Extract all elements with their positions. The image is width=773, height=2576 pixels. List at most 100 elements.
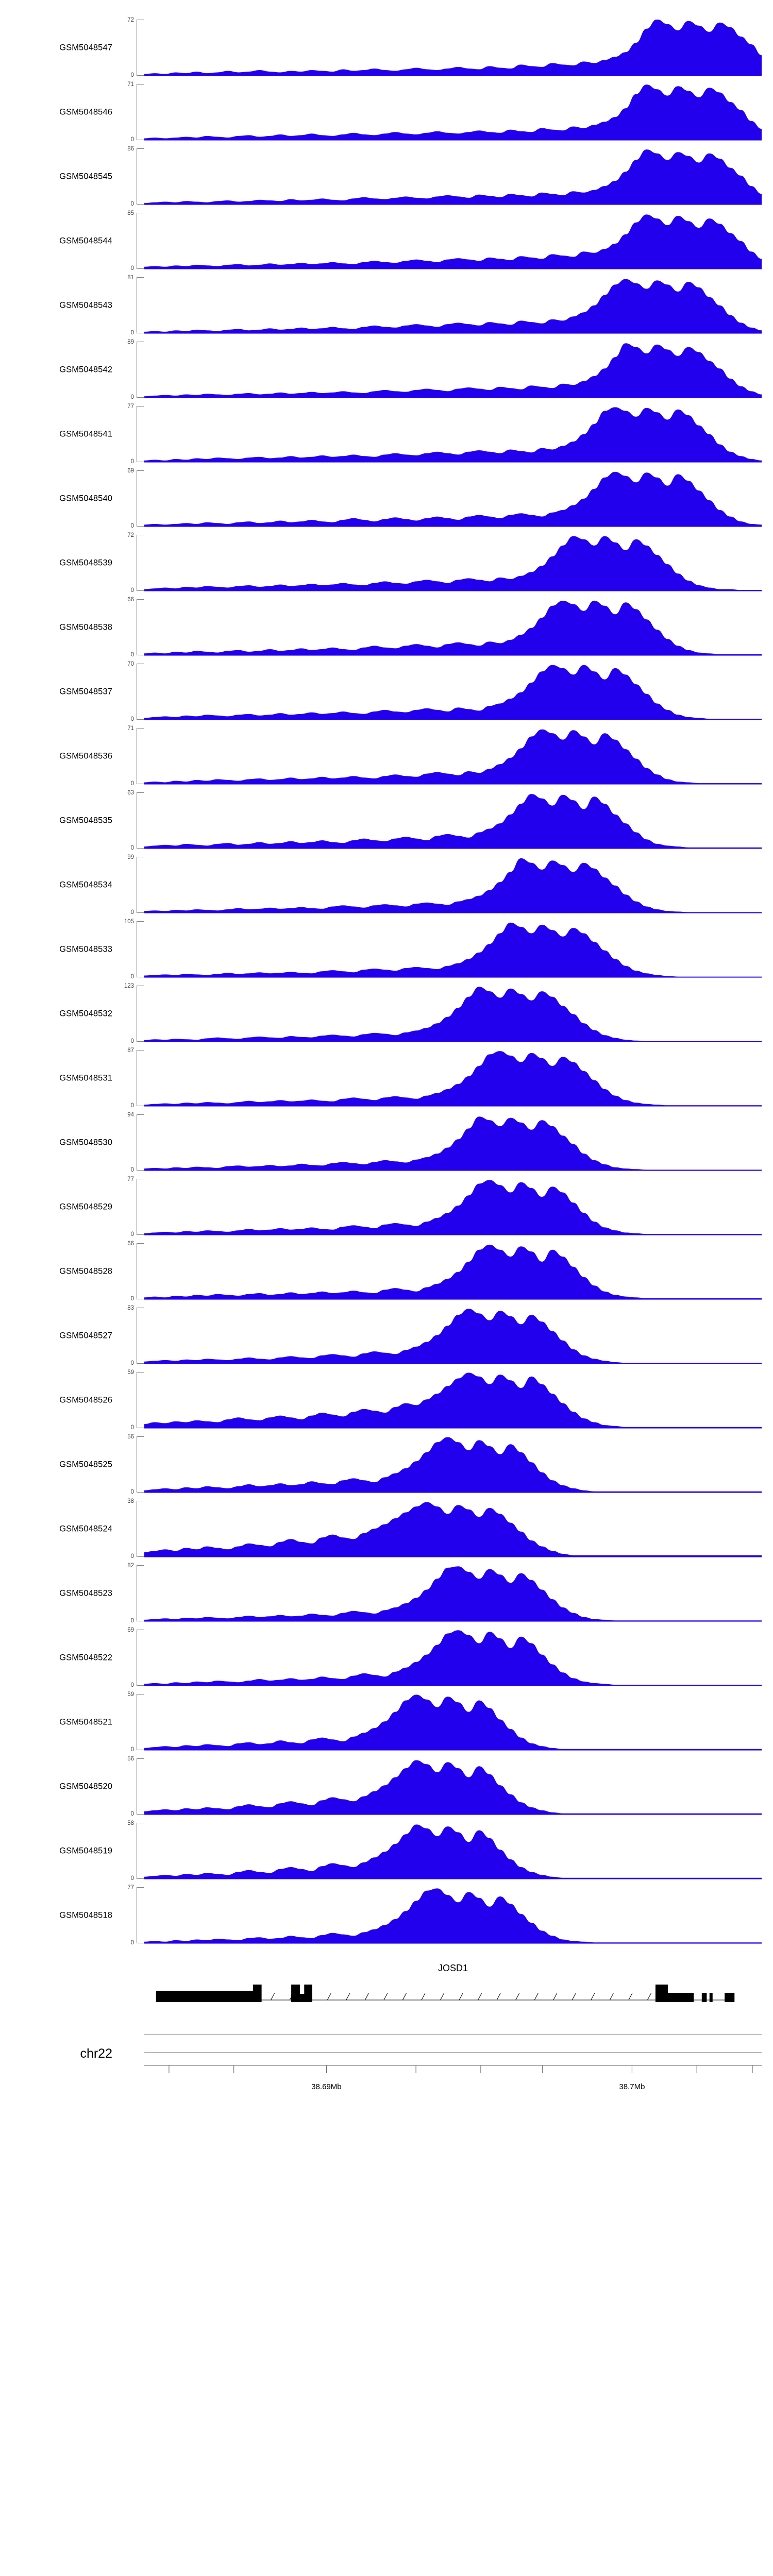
coverage-plot-area[interactable] [144, 1050, 762, 1106]
coverage-plot-area[interactable] [144, 470, 762, 527]
y-axis-bracket [137, 921, 144, 977]
y-axis-max-label: 72 [127, 17, 134, 23]
genomic-coordinate-axis[interactable]: 38.69Mb 38.7Mb [144, 2065, 762, 2106]
y-axis-max-label: 85 [127, 210, 134, 216]
coverage-plot-area[interactable] [144, 1308, 762, 1364]
coverage-track[interactable]: GSM5048546 71 0 [0, 80, 773, 144]
coverage-baseline [144, 1299, 762, 1300]
coverage-track[interactable]: GSM5048545 86 0 [0, 144, 773, 209]
y-axis-min-label: 0 [130, 780, 134, 787]
coverage-track[interactable]: GSM5048526 59 0 [0, 1368, 773, 1432]
coverage-track[interactable]: GSM5048534 99 0 [0, 853, 773, 917]
y-axis-bracket [137, 1694, 144, 1750]
coverage-plot-area[interactable] [144, 664, 762, 720]
coverage-track[interactable]: GSM5048537 70 0 [0, 659, 773, 724]
y-axis-bracket [137, 1114, 144, 1171]
y-axis-min-label: 0 [130, 1746, 134, 1753]
coverage-area [144, 1824, 762, 1879]
coverage-plot-area[interactable] [144, 1372, 762, 1428]
coverage-plot-area[interactable] [144, 1694, 762, 1750]
track-y-axis: 83 0 [120, 1305, 144, 1366]
coverage-area [144, 471, 762, 527]
coverage-track[interactable]: GSM5048519 58 0 [0, 1819, 773, 1883]
coverage-plot-area[interactable] [144, 84, 762, 140]
coverage-track[interactable]: GSM5048540 69 0 [0, 466, 773, 531]
coverage-track[interactable]: GSM5048547 72 0 [0, 15, 773, 80]
coverage-plot-area[interactable] [144, 1243, 762, 1299]
coverage-plot-area[interactable] [144, 599, 762, 655]
y-axis-max-label: 38 [127, 1498, 134, 1504]
coverage-plot-area[interactable] [144, 277, 762, 333]
coverage-track[interactable]: GSM5048539 72 0 [0, 531, 773, 595]
track-y-axis: 69 0 [120, 468, 144, 529]
y-axis-min-label: 0 [130, 1102, 134, 1109]
coverage-track[interactable]: GSM5048531 87 0 [0, 1046, 773, 1110]
coverage-plot-area[interactable] [144, 406, 762, 462]
gene-model[interactable] [144, 1979, 762, 2007]
coverage-track[interactable]: GSM5048522 69 0 [0, 1625, 773, 1690]
coverage-track[interactable]: GSM5048521 59 0 [0, 1690, 773, 1754]
track-sample-label: GSM5048523 [59, 1588, 112, 1598]
y-axis-bracket [137, 857, 144, 913]
coverage-track[interactable]: GSM5048530 94 0 [0, 1110, 773, 1175]
coverage-track[interactable]: GSM5048541 77 0 [0, 402, 773, 466]
track-sample-label: GSM5048521 [59, 1717, 112, 1726]
track-y-axis: 86 0 [120, 146, 144, 207]
coverage-plot-area[interactable] [144, 20, 762, 76]
coverage-plot-area[interactable] [144, 1758, 762, 1815]
chromosome-ideogram[interactable] [144, 2034, 762, 2053]
coverage-plot-area[interactable] [144, 1179, 762, 1235]
gene-annotation-panel: JOSD1 [0, 1947, 773, 2025]
coverage-plot-area[interactable] [144, 1114, 762, 1171]
coverage-plot-area[interactable] [144, 1887, 762, 1943]
coverage-plot-area[interactable] [144, 1501, 762, 1557]
coverage-track[interactable]: GSM5048542 89 0 [0, 337, 773, 402]
coverage-plot-area[interactable] [144, 857, 762, 913]
y-axis-max-label: 99 [127, 854, 134, 860]
coverage-plot-area[interactable] [144, 1436, 762, 1493]
coverage-track[interactable]: GSM5048525 56 0 [0, 1432, 773, 1497]
y-axis-bracket [137, 1887, 144, 1943]
track-y-axis: 38 0 [120, 1498, 144, 1559]
coverage-track[interactable]: GSM5048544 85 0 [0, 209, 773, 273]
coverage-plot-area[interactable] [144, 1565, 762, 1621]
coverage-track[interactable]: GSM5048523 82 0 [0, 1561, 773, 1625]
coverage-track[interactable]: GSM5048533 105 0 [0, 917, 773, 981]
track-y-axis: 72 0 [120, 17, 144, 78]
coverage-plot-area[interactable] [144, 728, 762, 784]
coverage-area [144, 922, 762, 977]
coverage-plot-area[interactable] [144, 921, 762, 977]
coverage-plot-area[interactable] [144, 213, 762, 269]
gene-exon [701, 1993, 707, 2002]
coverage-plot-area[interactable] [144, 342, 762, 398]
coverage-track[interactable]: GSM5048538 66 0 [0, 595, 773, 659]
coverage-track[interactable]: GSM5048535 63 0 [0, 788, 773, 853]
track-sample-label: GSM5048541 [59, 429, 112, 438]
coverage-plot-area[interactable] [144, 148, 762, 205]
coverage-plot-area[interactable] [144, 986, 762, 1042]
coverage-track[interactable]: GSM5048520 56 0 [0, 1754, 773, 1819]
coverage-track[interactable]: GSM5048528 66 0 [0, 1239, 773, 1303]
top-spacer [0, 0, 773, 15]
coverage-track[interactable]: GSM5048532 123 0 [0, 981, 773, 1046]
coverage-plot-area[interactable] [144, 1823, 762, 1879]
coverage-track[interactable]: GSM5048527 83 0 [0, 1303, 773, 1368]
y-axis-max-label: 87 [127, 1047, 134, 1054]
track-y-axis: 66 0 [120, 597, 144, 657]
y-axis-max-label: 59 [127, 1369, 134, 1376]
coverage-track[interactable]: GSM5048543 81 0 [0, 273, 773, 337]
coverage-track[interactable]: GSM5048529 77 0 [0, 1175, 773, 1239]
track-sample-label: GSM5048525 [59, 1460, 112, 1469]
y-axis-min-label: 0 [130, 522, 134, 529]
coverage-track[interactable]: GSM5048536 71 0 [0, 724, 773, 788]
coverage-plot-area[interactable] [144, 792, 762, 849]
coverage-plot-area[interactable] [144, 535, 762, 591]
coverage-track[interactable]: GSM5048524 38 0 [0, 1497, 773, 1561]
coverage-track[interactable]: GSM5048518 77 0 [0, 1883, 773, 1947]
coverage-tracks-container: GSM5048547 72 0 GSM5048546 71 0 GSM5048545 86 0 G… [0, 15, 773, 1947]
strand-arrow-left-icon [515, 1993, 520, 2001]
coverage-baseline [144, 1106, 762, 1107]
coverage-plot-area[interactable] [144, 1630, 762, 1686]
y-axis-min-label: 0 [130, 136, 134, 143]
track-sample-label: GSM5048535 [59, 816, 112, 825]
